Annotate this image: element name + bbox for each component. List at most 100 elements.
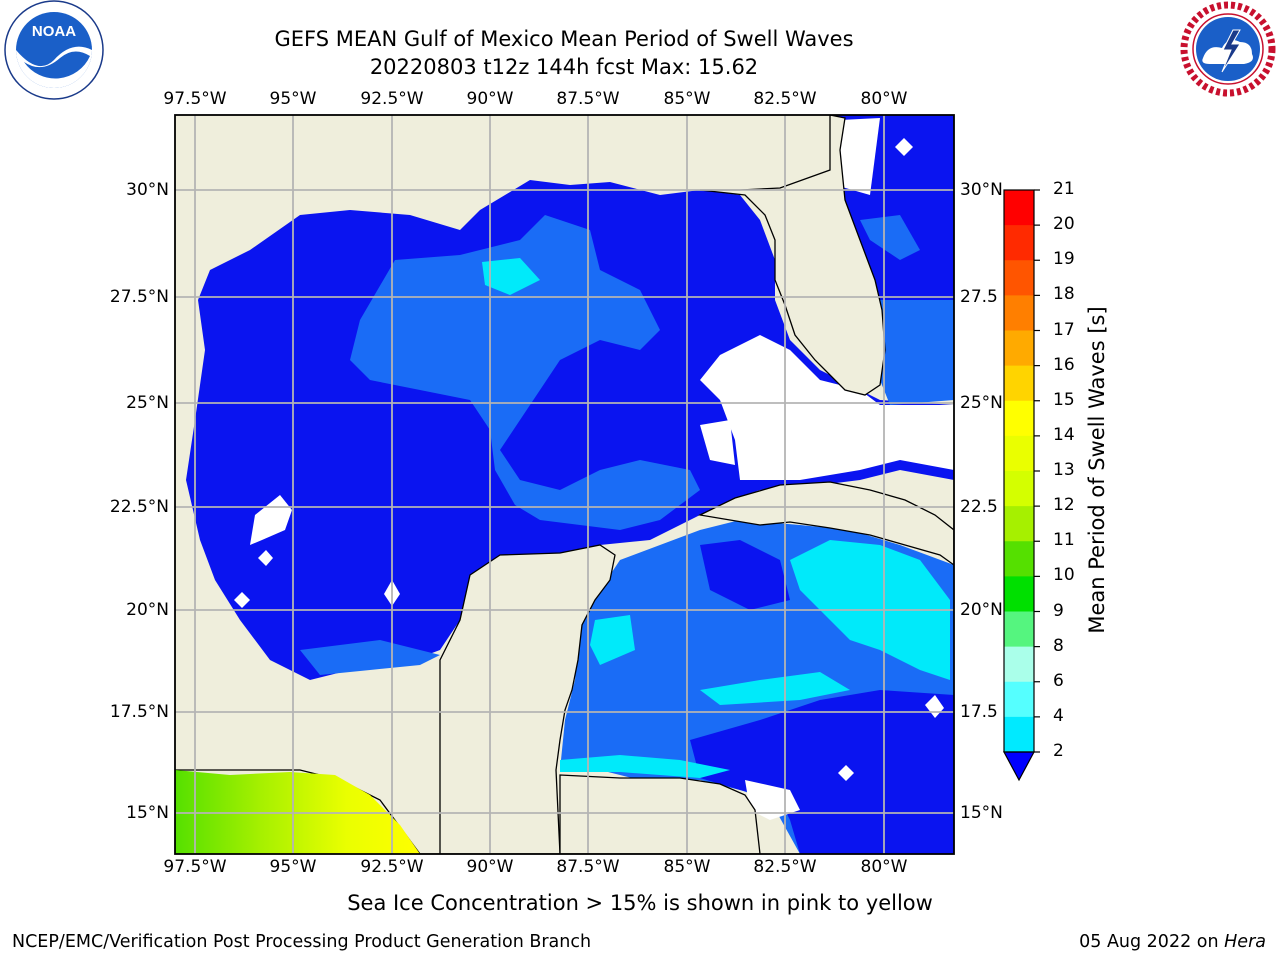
colorbar-extend-arrow xyxy=(1002,751,1036,782)
footer-date: 05 Aug 2022 on Hera xyxy=(1079,932,1266,952)
lat-label-right: 25°N xyxy=(960,393,1003,413)
map-title: GEFS MEAN Gulf of Mexico Mean Period of … xyxy=(274,27,854,51)
colorbar-tick-label: 10 xyxy=(1053,565,1075,586)
colorbar-tick-label: 11 xyxy=(1053,530,1075,551)
colorbar-segment xyxy=(1004,681,1034,718)
colorbar-tick-label: 12 xyxy=(1053,495,1075,516)
lon-label-top: 95°W xyxy=(269,89,317,109)
colorbar-tick-label: 19 xyxy=(1053,249,1075,270)
pacific-region xyxy=(175,770,420,854)
lat-label-left: 25°N xyxy=(126,393,169,413)
colorbar-segment xyxy=(1004,506,1034,542)
colorbar-segment xyxy=(1004,576,1034,612)
nodata-patch xyxy=(832,118,880,195)
lon-label-top: 97.5°W xyxy=(163,89,227,109)
swell-band-medium-2 xyxy=(300,640,440,675)
nodata-patch xyxy=(885,415,905,450)
florida-land xyxy=(699,115,886,396)
lon-label-bottom: 92.5°W xyxy=(360,857,424,877)
lon-label-bottom: 97.5°W xyxy=(163,857,227,877)
lon-label-bottom: 82.5°W xyxy=(753,857,817,877)
swell-band-medium xyxy=(350,215,700,530)
colorbar-tick-label: 15 xyxy=(1053,389,1075,410)
lat-label-left: 27.5°N xyxy=(109,287,169,307)
caribbean-swell-high-2 xyxy=(590,615,635,665)
lon-label-top: 90°W xyxy=(466,89,514,109)
lon-label-bottom: 80°W xyxy=(860,857,908,877)
lat-label-right: 22.5 xyxy=(960,497,998,517)
colorbar-tick-label: 14 xyxy=(1053,424,1075,445)
lon-label-bottom: 90°W xyxy=(466,857,514,877)
lon-label-bottom: 87.5°W xyxy=(556,857,620,877)
sea-ice-note: Sea Ice Concentration > 15% is shown in … xyxy=(347,891,933,915)
lat-label-right: 20°N xyxy=(960,600,1003,620)
lon-label-top: 82.5°W xyxy=(753,89,817,109)
caribbean-deep-2 xyxy=(700,540,790,610)
colorbar-tick-label: 8 xyxy=(1053,635,1064,656)
colorbar-segment xyxy=(1004,190,1034,226)
footer-date-text: 05 Aug 2022 on xyxy=(1079,932,1225,952)
colorbar-segment xyxy=(1004,716,1034,753)
colorbar-tick-label: 2 xyxy=(1053,741,1064,761)
lat-label-right: 30°N xyxy=(960,180,1003,200)
colorbar-segment xyxy=(1004,611,1034,648)
gulf-swell-high xyxy=(482,258,540,295)
colorbar-segment xyxy=(1004,225,1034,261)
colorbar-segment xyxy=(1004,646,1034,683)
colorbar-tick-label: 18 xyxy=(1053,284,1075,305)
lon-label-top: 87.5°W xyxy=(556,89,620,109)
lon-label-bottom: 85°W xyxy=(663,857,711,877)
colorbar-segment xyxy=(1004,435,1034,472)
lon-label-bottom: 95°W xyxy=(269,857,317,877)
lon-label-top: 80°W xyxy=(860,89,908,109)
atlantic-swell-mid-2 xyxy=(880,300,954,405)
lat-label-right: 27.5 xyxy=(960,287,998,307)
colorbar-segment xyxy=(1004,400,1034,437)
lat-label-left: 22.5°N xyxy=(109,497,169,517)
colorbar-segment xyxy=(1004,365,1034,402)
nodata-patch xyxy=(895,138,913,156)
nodata-patch xyxy=(700,420,735,465)
central-america-land xyxy=(559,774,761,854)
graticule xyxy=(175,115,954,854)
colorbar-tick-label: 9 xyxy=(1053,600,1064,621)
colorbar-tick-label: 21 xyxy=(1053,179,1075,199)
colorbar-tick-label: 20 xyxy=(1053,214,1075,235)
footer-credit: NCEP/EMC/Verification Post Processing Pr… xyxy=(12,932,592,952)
lat-label-right: 17.5 xyxy=(960,702,998,722)
caribbean-swell-high-4 xyxy=(700,672,850,705)
colorbar-segment xyxy=(1004,260,1034,296)
nodata-patch xyxy=(745,780,800,820)
lat-label-left: 17.5°N xyxy=(109,702,169,722)
colorbar-tick-label: 4 xyxy=(1053,705,1064,726)
lon-label-top: 92.5°W xyxy=(360,89,424,109)
cuba-land xyxy=(697,481,954,566)
noaa-logo-text: NOAA xyxy=(32,23,76,40)
lat-label-right: 15°N xyxy=(960,803,1003,823)
footer-host: Hera xyxy=(1224,932,1266,952)
map-subtitle: 20220803 t12z 144h fcst Max: 15.62 xyxy=(369,55,759,79)
lat-label-left: 20°N xyxy=(126,600,169,620)
nws-logo-icon xyxy=(1180,1,1276,97)
colorbar xyxy=(1002,189,1040,782)
nodata-patch xyxy=(838,765,854,781)
colorbar-segment xyxy=(1004,295,1034,331)
map-frame xyxy=(174,114,955,855)
colorbar-segment xyxy=(1004,471,1034,507)
lat-label-left: 30°N xyxy=(126,180,169,200)
lat-label-left: 15°N xyxy=(126,803,169,823)
nodata-patch xyxy=(258,550,273,566)
nodata-patch xyxy=(234,592,250,608)
colorbar-segment xyxy=(1004,541,1034,577)
map-area xyxy=(175,115,954,854)
colorbar-tick-label: 6 xyxy=(1053,670,1064,691)
colorbar-tick-label: 13 xyxy=(1053,460,1075,480)
colorbar-title: Mean Period of Swell Waves [s] xyxy=(1085,306,1109,634)
colorbar-tick-label: 16 xyxy=(1053,354,1075,375)
colorbar-segment xyxy=(1004,330,1034,367)
atlantic-swell-mid xyxy=(860,215,920,260)
colorbar-tick-label: 17 xyxy=(1053,319,1075,340)
lon-label-top: 85°W xyxy=(663,89,711,109)
noaa-logo-icon: NOAA xyxy=(4,0,104,100)
